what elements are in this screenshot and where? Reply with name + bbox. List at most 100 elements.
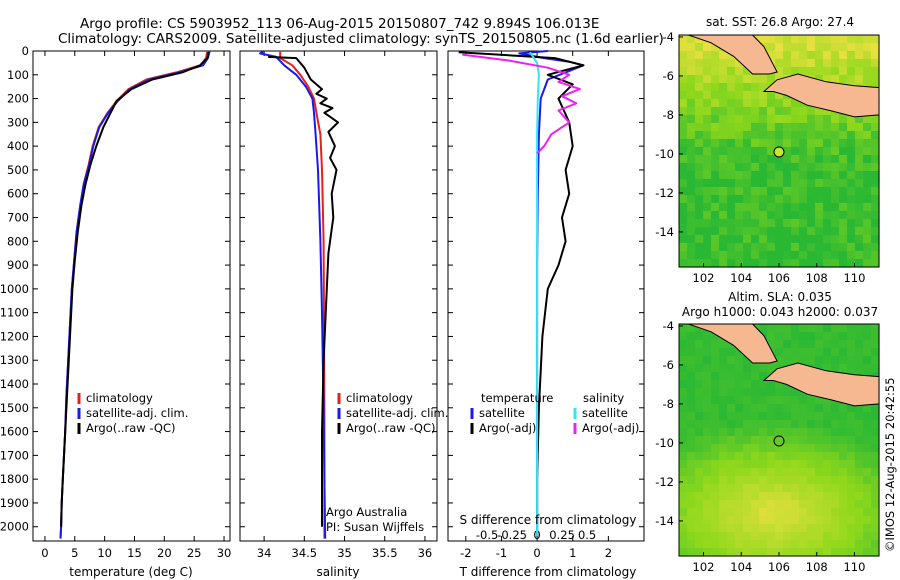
map-cell (831, 251, 840, 260)
series-line (458, 51, 585, 537)
map-cell (791, 332, 800, 341)
map-cell (871, 428, 880, 437)
map-cell (711, 51, 720, 60)
map-cell (711, 332, 720, 341)
map-cell (871, 452, 880, 461)
land-mass (762, 73, 880, 118)
map-cell (855, 59, 864, 68)
map-cell (839, 468, 848, 477)
map-cell (743, 404, 752, 413)
map-cell (831, 340, 840, 349)
map-cell (863, 139, 872, 148)
map-cell (799, 524, 808, 533)
map-cell (855, 51, 864, 60)
map-cell (863, 524, 872, 533)
map-cell (759, 243, 768, 252)
map-cell (759, 436, 768, 445)
map-cell (743, 532, 752, 541)
map-cell (847, 428, 856, 437)
map-cell (863, 500, 872, 509)
map-cell (799, 43, 808, 52)
map-cell (871, 516, 880, 525)
map-y-tick-label: -14 (655, 514, 674, 528)
map-cell (823, 123, 832, 132)
map-cell (799, 492, 808, 501)
map-cell (855, 195, 864, 204)
map-cell (735, 516, 744, 525)
map-cell (735, 163, 744, 172)
legend-label: satellite-adj. clim. (86, 406, 188, 420)
map-cell (767, 396, 776, 405)
map-cell (759, 524, 768, 533)
map-cell (815, 131, 824, 140)
map-cell (735, 444, 744, 453)
map-cell (847, 235, 856, 244)
map-cell (799, 332, 808, 341)
map-cell (855, 67, 864, 76)
difference-legend: temperature salinitysatelliteArgo(-adj)sa… (470, 391, 639, 435)
map-cell (847, 163, 856, 172)
map-cell (687, 468, 696, 477)
map-cell (687, 43, 696, 52)
map-cell (791, 227, 800, 236)
map-cell (815, 203, 824, 212)
map-cell (711, 484, 720, 493)
map-cell (823, 59, 832, 68)
map-cell (711, 163, 720, 172)
map-cell (799, 139, 808, 148)
map-cell (847, 348, 856, 357)
map-cell (815, 187, 824, 196)
map-cell (775, 43, 784, 52)
map-cell (735, 452, 744, 461)
land-mass (762, 362, 880, 407)
map-cell (775, 332, 784, 341)
map-cell (783, 404, 792, 413)
map-cell (695, 356, 704, 365)
map-cell (711, 99, 720, 108)
map-x-tick-label: 110 (843, 271, 865, 285)
map-cell (831, 500, 840, 509)
map-cell (687, 91, 696, 100)
map-cell (863, 187, 872, 196)
map-cell (751, 444, 760, 453)
map-cell (783, 452, 792, 461)
sla-map-land (679, 323, 880, 407)
map-cell (807, 420, 816, 429)
map-cell (799, 516, 808, 525)
map-cell (679, 444, 688, 453)
map-cell (687, 532, 696, 541)
map-cell (863, 155, 872, 164)
map-cell (775, 195, 784, 204)
map-cell (703, 420, 712, 429)
map-cell (783, 500, 792, 509)
map-cell (719, 211, 728, 220)
map-cell (695, 99, 704, 108)
map-cell (799, 227, 808, 236)
map-cell (735, 171, 744, 180)
map-cell (719, 348, 728, 357)
map-cell (703, 452, 712, 461)
map-cell (775, 540, 784, 549)
map-cell (799, 211, 808, 220)
y-tick-label: 800 (7, 234, 29, 248)
map-cell (735, 476, 744, 485)
map-cell (775, 35, 784, 44)
map-cell (743, 500, 752, 509)
s-tick-label: -0.5 (476, 528, 498, 542)
map-cell (855, 532, 864, 541)
difference-ticks: -2 -1 0 1 2-0.5-0.25 0 0.25 0.5 (448, 50, 644, 560)
map-cell (719, 99, 728, 108)
map-cell (815, 532, 824, 541)
map-cell (823, 211, 832, 220)
land-mass (679, 34, 778, 75)
map-cell (847, 67, 856, 76)
sst-map-panel: sat. SST: 26.8 Argo: 27.4 102 104 106 108 11… (655, 15, 880, 285)
map-cell (839, 444, 848, 453)
map-cell (799, 107, 808, 116)
map-cell (863, 484, 872, 493)
map-cell (743, 372, 752, 381)
map-cell (855, 43, 864, 52)
map-cell (727, 195, 736, 204)
map-cell (703, 227, 712, 236)
map-cell (783, 460, 792, 469)
